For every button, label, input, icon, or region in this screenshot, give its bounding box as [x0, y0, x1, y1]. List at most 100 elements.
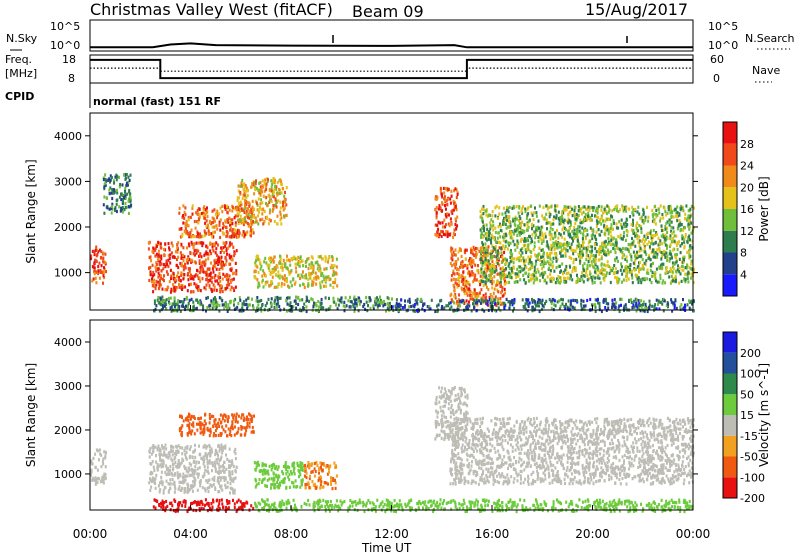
power-cell	[286, 255, 288, 258]
power-cell	[572, 214, 574, 217]
power-cell	[370, 307, 372, 310]
power-cell	[490, 277, 492, 280]
power-cell	[230, 269, 232, 272]
power-cell	[439, 222, 441, 225]
power-cell	[494, 288, 496, 291]
power-cell	[686, 219, 688, 222]
power-cell	[567, 213, 569, 216]
power-cell	[569, 246, 571, 249]
power-cell	[533, 211, 535, 214]
power-cell	[556, 214, 558, 217]
power-cell	[661, 229, 663, 232]
power-ytick-label: 2000	[54, 221, 82, 234]
power-cell	[218, 304, 220, 307]
velocity-cell	[187, 488, 189, 491]
power-cell	[516, 205, 518, 208]
power-cell	[531, 240, 533, 243]
power-cell	[170, 269, 172, 272]
power-cell	[111, 188, 113, 191]
power-cell	[272, 178, 274, 181]
power-cell	[102, 282, 104, 285]
power-cell	[684, 213, 686, 216]
velocity-cell	[149, 477, 151, 480]
power-cell	[482, 212, 484, 215]
power-cell	[680, 303, 682, 306]
power-cell	[218, 268, 220, 271]
power-cell	[661, 224, 663, 227]
power-cell	[538, 240, 540, 243]
power-cell	[510, 300, 512, 303]
power-cell	[174, 289, 176, 292]
velocity-cell	[160, 453, 162, 456]
power-cell	[203, 286, 205, 289]
power-cell	[513, 261, 515, 264]
power-cell	[676, 205, 678, 208]
power-cell	[297, 303, 299, 306]
power-cell	[690, 232, 692, 235]
power-cell	[546, 252, 548, 255]
power-cell	[173, 272, 175, 275]
power-cell	[237, 302, 239, 305]
velocity-cell	[214, 453, 216, 456]
power-cell	[207, 252, 209, 255]
power-cell	[214, 265, 216, 268]
power-cell	[602, 212, 604, 215]
power-cell	[580, 275, 582, 278]
power-cell	[320, 302, 322, 305]
power-cell	[226, 259, 228, 262]
power-cell	[663, 250, 665, 253]
power-cell	[271, 186, 273, 189]
power-cell	[424, 302, 426, 305]
power-cell	[671, 240, 673, 243]
power-cell	[162, 278, 164, 281]
power-cell	[202, 261, 204, 264]
power-cell	[178, 305, 180, 308]
power-cell	[485, 267, 487, 270]
power-cell	[527, 244, 529, 247]
velocity-cell	[158, 453, 160, 456]
power-cell	[307, 282, 309, 285]
power-cell	[424, 309, 426, 312]
power-cell	[581, 227, 583, 230]
power-cell	[547, 275, 549, 278]
power-cell	[550, 280, 552, 283]
power-cell	[240, 185, 242, 188]
power-cell	[569, 256, 571, 259]
power-cell	[404, 304, 406, 307]
freq-series-line	[90, 60, 693, 78]
power-cell	[604, 208, 606, 211]
power-cell	[462, 299, 464, 302]
power-cell	[215, 213, 217, 216]
power-cell	[499, 297, 501, 300]
power-cell	[256, 202, 258, 205]
power-cell	[633, 229, 635, 232]
noise-left-label: N.Sky	[6, 32, 38, 45]
power-cell	[100, 256, 102, 259]
power-cell	[558, 299, 560, 302]
power-cell	[534, 241, 536, 244]
power-cell	[231, 222, 233, 225]
power-cell	[514, 298, 516, 301]
power-cell	[186, 246, 188, 249]
power-cell	[684, 245, 686, 248]
power-cell	[199, 252, 201, 255]
power-cell	[231, 209, 233, 212]
power-cell	[306, 299, 308, 302]
power-cell	[530, 278, 532, 281]
power-cell	[179, 207, 181, 210]
noise-tick-bottom-right: 10^0	[708, 39, 738, 52]
power-cell	[154, 302, 156, 305]
power-cell	[184, 266, 186, 269]
power-cell	[122, 210, 124, 213]
power-cell	[215, 247, 217, 250]
power-cell	[167, 286, 169, 289]
freq-left-label-2: [MHz]	[5, 67, 37, 80]
power-cell	[462, 283, 464, 286]
power-cell	[233, 303, 235, 306]
power-cell	[534, 278, 536, 281]
power-cell	[207, 257, 209, 260]
power-cell	[157, 296, 159, 299]
power-cell	[216, 279, 218, 282]
power-cell	[216, 289, 218, 292]
